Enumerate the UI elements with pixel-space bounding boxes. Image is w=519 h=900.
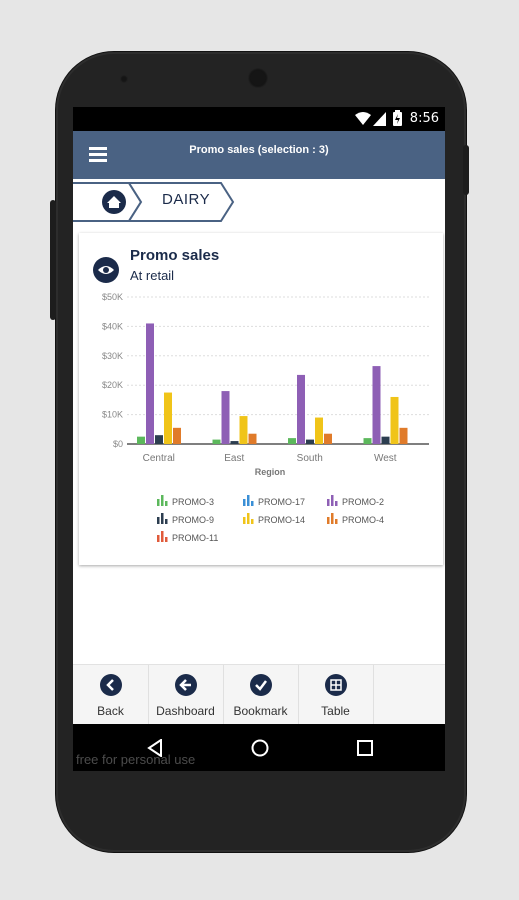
bar-promo-2 <box>372 366 381 444</box>
eye-icon[interactable] <box>93 257 119 283</box>
legend-label: PROMO-14 <box>258 515 306 525</box>
y-tick-label: $0 <box>113 439 123 449</box>
bar-promo-14 <box>239 416 248 444</box>
nav-recents-icon[interactable] <box>357 740 373 756</box>
status-bar: 8:56 <box>73 107 445 131</box>
watermark-text: free for personal use <box>76 752 196 767</box>
legend-item-promo-17[interactable]: PROMO-17 <box>243 495 305 507</box>
chart-card: Promo sales At retail $0 $10K $20K $30K $40K… <box>79 233 443 565</box>
breadcrumb-label[interactable]: DAIRY <box>162 191 211 208</box>
legend-item-promo-3[interactable]: PROMO-3 <box>157 495 214 507</box>
bar-chart: $0 $10K $20K $30K $40K $50K Central East South We… <box>102 292 429 477</box>
legend-item-promo-14[interactable]: PROMO-14 <box>243 513 305 525</box>
status-time: 8:56 <box>409 111 439 126</box>
x-tick-label: East <box>224 453 244 464</box>
legend-item-promo-11[interactable]: PROMO-11 <box>157 531 218 543</box>
bar-promo-3 <box>288 438 296 444</box>
bar-promo-14 <box>315 417 323 444</box>
y-tick-label: $10K <box>102 410 123 420</box>
legend-item-promo-4[interactable]: PROMO-4 <box>327 513 384 525</box>
android-nav-bar <box>73 724 445 771</box>
bar-promo-14 <box>390 396 399 444</box>
legend-label: PROMO-9 <box>172 515 215 525</box>
legend-item-promo-2[interactable]: PROMO-2 <box>327 495 384 507</box>
card-title: Promo sales <box>130 247 220 264</box>
earpiece <box>248 68 268 88</box>
bar-promo-9b <box>306 439 314 444</box>
back-label: Back <box>97 704 124 718</box>
arrow-left-icon <box>175 674 197 696</box>
bottom-toolbar: Back Dashboard Bookmark Table <box>73 664 445 725</box>
battery-icon <box>393 110 402 126</box>
breadcrumb <box>73 182 235 222</box>
y-tick-label: $20K <box>102 380 123 390</box>
nav-home-icon[interactable] <box>251 739 269 757</box>
x-tick-label: Central <box>143 453 175 464</box>
bar-promo-9b <box>381 436 390 444</box>
legend-label: PROMO-17 <box>258 497 306 507</box>
bar-promo-3 <box>137 436 145 444</box>
bar-promo-3 <box>212 439 221 444</box>
phone-volume-button <box>50 200 56 320</box>
y-tick-label: $50K <box>102 292 123 302</box>
bar-promo-4 <box>399 427 408 444</box>
check-icon <box>250 674 272 696</box>
table-button[interactable]: Table <box>298 665 374 725</box>
front-camera <box>120 75 128 83</box>
app-bar: Promo sales (selection : 3) <box>73 131 445 179</box>
wifi-icon <box>355 112 371 125</box>
back-icon <box>100 674 122 696</box>
bar-promo-2 <box>146 323 154 444</box>
breadcrumb-dairy-segment <box>127 182 235 222</box>
x-axis-title: Region <box>255 467 286 477</box>
screen: 8:56 Promo sales (selection : 3) DAIRY P… <box>73 107 445 771</box>
legend-label: PROMO-2 <box>342 497 385 507</box>
hamburger-menu-icon[interactable] <box>89 147 107 163</box>
legend-label: PROMO-3 <box>172 497 215 507</box>
bar-promo-4 <box>248 433 257 444</box>
bar-promo-9b <box>230 441 239 444</box>
bookmark-label: Bookmark <box>233 704 288 718</box>
bar-promo-2 <box>297 374 305 444</box>
nav-back-icon[interactable] <box>147 739 163 757</box>
signal-icon <box>373 112 386 126</box>
legend-label: PROMO-11 <box>172 533 219 543</box>
y-tick-label: $30K <box>102 351 123 361</box>
home-icon[interactable] <box>102 190 126 214</box>
bookmark-button[interactable]: Bookmark <box>223 665 299 725</box>
table-label: Table <box>321 704 350 718</box>
back-button[interactable]: Back <box>73 665 149 725</box>
legend-label: PROMO-4 <box>342 515 385 525</box>
grid-icon <box>325 674 347 696</box>
bar-promo-3 <box>363 438 372 444</box>
phone-side-button <box>463 145 469 195</box>
app-bar-title: Promo sales (selection : 3) <box>189 144 329 156</box>
card-subtitle: At retail <box>130 268 175 283</box>
bar-promo-4 <box>324 433 332 444</box>
bar-promo-14 <box>164 392 172 444</box>
dashboard-label: Dashboard <box>156 704 215 718</box>
x-tick-label: South <box>297 453 323 464</box>
bar-promo-2 <box>221 391 230 444</box>
legend-item-promo-9[interactable]: PROMO-9 <box>157 513 214 525</box>
y-tick-label: $40K <box>102 321 123 331</box>
dashboard-button[interactable]: Dashboard <box>148 665 224 725</box>
bar-promo-9b <box>155 435 163 444</box>
x-tick-label: West <box>374 453 397 464</box>
bar-promo-4 <box>173 427 181 444</box>
